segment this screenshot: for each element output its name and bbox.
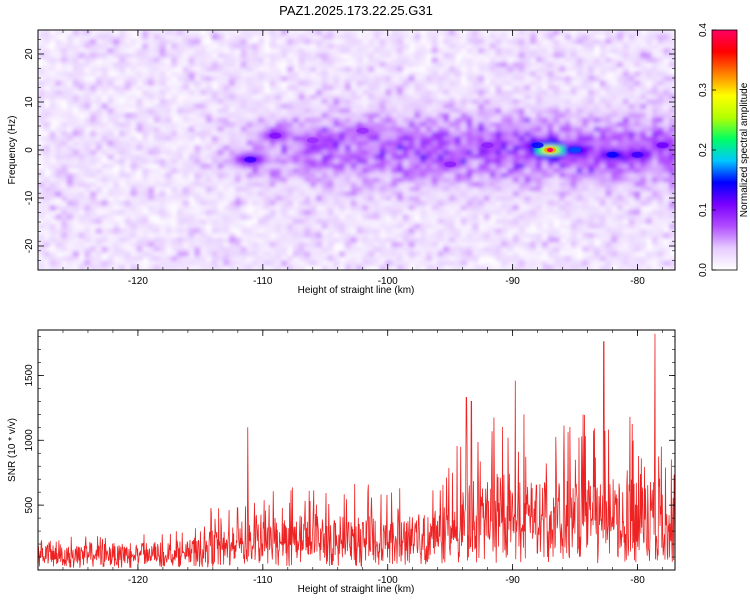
snr-x-label: Height of straight line (km)	[298, 584, 415, 595]
spectrogram-x-tick-label: -110	[253, 276, 273, 287]
spectral-peak	[656, 142, 669, 149]
spectrogram-x-label: Height of straight line (km)	[298, 285, 415, 296]
colorbar-scale	[711, 29, 738, 271]
spectrogram-y-axis: -20 -10 0 10 20	[24, 29, 675, 271]
spectral-peak	[606, 151, 619, 158]
spectrogram-x-axis: -120 -110 -100 -90 -80	[37, 30, 663, 287]
spectral-peak	[481, 142, 494, 149]
colorbar-tick-label: 0.2	[698, 143, 709, 157]
spectral-peak	[306, 137, 319, 144]
snr-x-axis: -120 -110 -100 -90 -80	[37, 330, 663, 586]
spectrogram-x-tick-label: -90	[505, 276, 520, 287]
snr-x-tick-label: -110	[253, 575, 273, 586]
spectral-peak	[531, 142, 544, 149]
colorbar-tick-label: 0.4	[698, 23, 709, 37]
snr-x-tick-label: -90	[505, 575, 520, 586]
spectrogram-y-tick-label: 20	[24, 48, 35, 60]
snr-y-tick-label: 1000	[24, 429, 35, 452]
colorbar-ticks: 0.0 0.1 0.2 0.3 0.4	[698, 23, 716, 277]
colorbar-label: Normalized spectral amplitude	[739, 82, 750, 217]
snr-x-tick-label: -100	[378, 575, 398, 586]
colorbar-tick-label: 0.1	[698, 203, 709, 217]
snr-panel: -120 -110 -100 -90 -80 500 1000 1500 Height of…	[7, 329, 676, 595]
snr-series-line	[38, 333, 675, 569]
spectrogram-y-label: Frequency (Hz)	[7, 116, 18, 185]
spectral-peak-core	[547, 148, 554, 152]
snr-y-axis: 500 1000 1500	[24, 336, 675, 571]
spectral-peak	[244, 156, 257, 163]
spectrogram-y-tick-label: -10	[24, 190, 35, 205]
spectral-peak	[356, 127, 369, 134]
spectrogram-x-tick-label: -100	[378, 276, 398, 287]
snr-x-tick-label: -120	[128, 575, 148, 586]
figure-title: PAZ1.2025.173.22.25.G31	[279, 3, 433, 18]
snr-y-label: SNR (10 * v/v)	[7, 418, 18, 482]
spectrogram-y-tick-label: -20	[24, 238, 35, 253]
spectral-peak	[444, 161, 457, 168]
snr-x-tick-label: -80	[630, 575, 645, 586]
spectrogram-heatmap	[38, 30, 675, 270]
colorbar-tick-label: 0.3	[698, 83, 709, 97]
spectral-peak	[569, 147, 582, 153]
spectral-peak	[631, 151, 644, 158]
colorbar-tick-label: 0.0	[698, 263, 709, 277]
colorbar: 0.0 0.1 0.2 0.3 0.4 Normalized spectral ampl…	[698, 23, 750, 277]
spectrogram-y-tick-label: 10	[24, 96, 35, 108]
spectrogram-y-tick-label: 0	[24, 147, 35, 153]
spectrogram-x-tick-label: -120	[128, 276, 148, 287]
snr-frame	[37, 329, 676, 571]
spectrogram-x-tick-label: -80	[630, 276, 645, 287]
snr-y-tick-label: 500	[24, 496, 35, 513]
snr-y-tick-label: 1500	[24, 364, 35, 387]
spectral-peak	[269, 132, 282, 139]
